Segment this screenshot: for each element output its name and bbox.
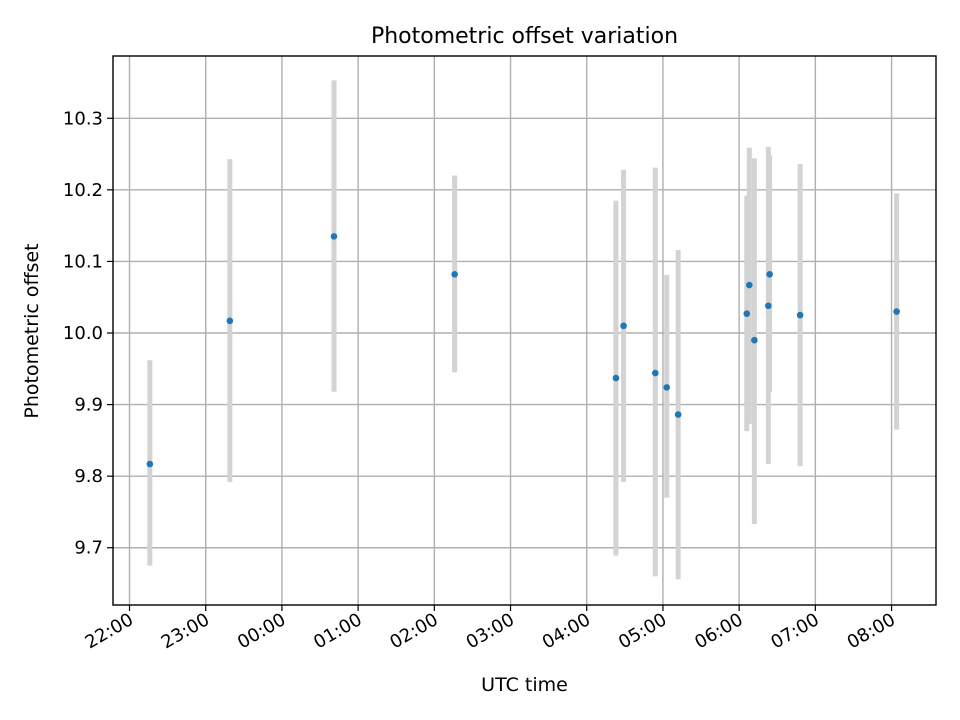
data-point <box>674 411 682 418</box>
x-tick-label: 04:00 <box>539 609 594 653</box>
plot-frame <box>112 55 937 606</box>
data-point <box>766 271 773 278</box>
y-tick-label: 9.9 <box>74 395 103 416</box>
y-tick-label: 10.1 <box>63 251 103 272</box>
x-axis-label: UTC time <box>481 674 568 696</box>
y-tick-label: 9.8 <box>74 466 103 487</box>
data-point <box>663 384 671 391</box>
data-point <box>796 311 804 319</box>
x-tick-label: 02:00 <box>386 609 441 653</box>
data-point <box>751 336 758 344</box>
data-point <box>620 322 627 330</box>
error-bars <box>147 80 900 580</box>
x-tick-label: 06:00 <box>691 609 746 653</box>
data-point <box>226 317 234 325</box>
x-tick-label: 22:00 <box>82 609 137 653</box>
data-points <box>146 233 900 468</box>
data-point <box>743 310 751 317</box>
x-tick-label: 01:00 <box>310 609 365 653</box>
x-tick-label: 08:00 <box>844 609 899 653</box>
data-point <box>893 308 900 315</box>
grid-lines <box>113 56 936 605</box>
data-point <box>612 374 620 382</box>
data-point <box>746 281 753 289</box>
y-axis-label: Photometric offset <box>21 243 43 418</box>
x-tick-label: 23:00 <box>158 609 213 653</box>
x-tick-label: 03:00 <box>463 609 518 653</box>
y-axis-ticks: 9.7 9.8 9.9 10.0 10.1 10.2 10.3 <box>63 108 113 559</box>
y-tick-label: 10.0 <box>63 323 103 344</box>
x-tick-label: 07:00 <box>767 609 822 653</box>
data-point <box>765 302 772 310</box>
y-tick-label: 10.2 <box>63 180 103 201</box>
y-tick-label: 9.7 <box>74 538 103 559</box>
x-tick-label: 00:00 <box>234 609 289 653</box>
x-axis-ticks: 22:00 23:00 00:00 01:00 02:00 03:00 04:00 05:00… <box>82 605 899 653</box>
data-point <box>451 271 458 278</box>
data-point <box>652 369 659 377</box>
data-point <box>146 460 154 468</box>
chart-title: Photometric offset variation <box>371 24 678 49</box>
y-tick-label: 10.3 <box>63 108 103 129</box>
x-tick-label: 05:00 <box>615 609 670 653</box>
data-point <box>330 233 338 240</box>
